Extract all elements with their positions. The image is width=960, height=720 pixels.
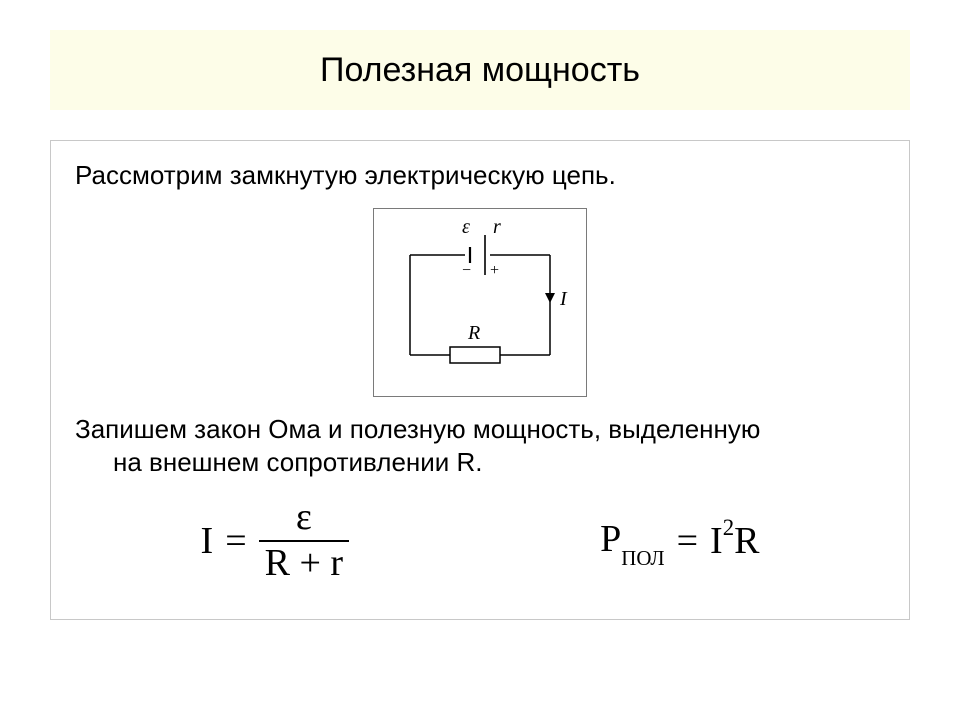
battery-plus-label: +: [490, 262, 499, 279]
paragraph-ohm-line1: Запишем закон Ома и полезную мощность, в…: [75, 414, 760, 444]
power-sub: ПОЛ: [621, 546, 664, 570]
emf-label: ε: [462, 216, 470, 238]
load-r-label: R: [467, 322, 480, 344]
power-I: I: [710, 520, 723, 562]
ohm-fraction: ε R + r: [259, 498, 349, 584]
formula-power: PПОЛ = I2R: [600, 517, 759, 566]
battery-minus-label: −: [462, 262, 471, 279]
power-I-sup: 2: [723, 515, 734, 540]
paragraph-intro: Рассмотрим замкнутую электрическую цепь.: [75, 159, 885, 192]
current-arrow-icon: [545, 293, 555, 303]
title-band: Полезная мощность: [50, 30, 910, 110]
page-title: Полезная мощность: [320, 51, 640, 90]
slide: Полезная мощность Рассмотрим замкнутую э…: [0, 0, 960, 720]
current-label: I: [559, 288, 568, 310]
content-panel: Рассмотрим замкнутую электрическую цепь.: [50, 140, 910, 620]
ohm-eq: =: [225, 519, 246, 563]
power-eq: =: [677, 519, 698, 563]
internal-r-label: r: [493, 216, 501, 238]
paragraph-ohm-line2: на внешнем сопротивлении R.: [75, 446, 885, 480]
ohm-denominator: R + r: [259, 540, 349, 584]
circuit-container: − + ε r I R: [75, 208, 885, 397]
paragraph-ohm: Запишем закон Ома и полезную мощность, в…: [75, 413, 885, 481]
formula-row: I = ε R + r PПОЛ = I2R: [75, 498, 885, 584]
ohm-lhs: I: [201, 519, 214, 563]
power-rhs: I2R: [710, 519, 759, 563]
circuit-svg: − + ε r I R: [380, 215, 580, 385]
ohm-den-R: R: [265, 542, 290, 584]
power-R: R: [734, 520, 759, 562]
power-lhs: PПОЛ: [600, 517, 664, 566]
ohm-den-plus: +: [299, 542, 320, 584]
ohm-numerator: ε: [290, 498, 318, 540]
ohm-den-r: r: [330, 542, 343, 584]
formula-ohm: I = ε R + r: [201, 498, 350, 584]
power-P: P: [600, 518, 621, 560]
circuit-diagram: − + ε r I R: [373, 208, 587, 397]
